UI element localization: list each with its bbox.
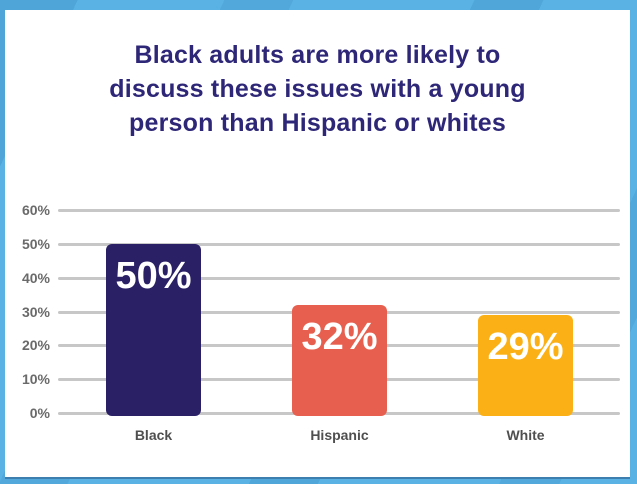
bar-hispanic: 32% xyxy=(292,304,387,416)
category-label-black: Black xyxy=(134,427,173,443)
bar-black: 50% xyxy=(106,243,201,416)
y-tick-label: 0% xyxy=(29,405,50,421)
y-tick-label: 20% xyxy=(21,337,50,354)
chart-panel: Black adults are more likely to discuss … xyxy=(5,10,630,477)
bar-value-label: 50% xyxy=(115,254,192,297)
title-line-3: person than Hispanic or whites xyxy=(129,109,506,137)
y-tick-label: 40% xyxy=(21,269,50,286)
title-line-2: discuss these issues with a young xyxy=(109,75,526,103)
y-tick-label: 30% xyxy=(21,303,50,320)
gridline xyxy=(58,276,620,280)
bar-white: 29% xyxy=(478,314,573,416)
gridline xyxy=(58,242,620,246)
bar-value-label: 29% xyxy=(487,325,564,368)
bar-chart: 60% 50% 40% 30% 20% 10% 0% 50% Black 32% Hispanic 2… xyxy=(22,202,620,443)
title-line-1: Black adults are more likely to xyxy=(134,41,501,69)
bar-value-label: 32% xyxy=(301,315,378,358)
y-tick-label: 60% xyxy=(21,202,50,218)
category-label-white: White xyxy=(506,427,545,443)
gridline xyxy=(58,209,620,212)
y-tick-label: 10% xyxy=(21,371,50,388)
category-label-hispanic: Hispanic xyxy=(310,427,369,443)
y-tick-label: 50% xyxy=(21,235,50,252)
chart-title: Black adults are more likely to discuss … xyxy=(5,38,630,140)
